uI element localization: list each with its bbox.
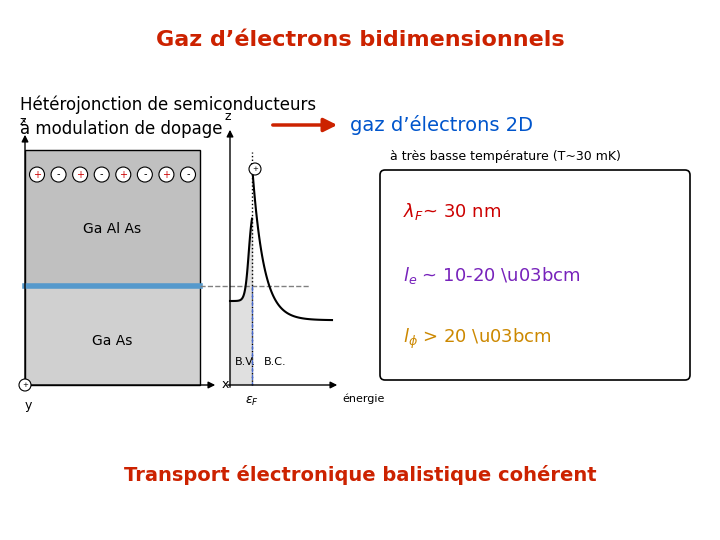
Text: -: - [100,170,104,179]
Circle shape [73,167,88,182]
Text: z: z [225,110,231,123]
Text: -: - [186,170,190,179]
Text: +: + [22,382,28,388]
Text: Gaz d’électrons bidimensionnels: Gaz d’électrons bidimensionnels [156,30,564,50]
Text: +: + [120,170,127,179]
Circle shape [159,167,174,182]
Text: $l_e$ ~ 10-20 \u03bcm: $l_e$ ~ 10-20 \u03bcm [403,265,580,286]
Circle shape [30,167,45,182]
Text: B.C.: B.C. [264,357,287,367]
Circle shape [51,167,66,182]
Text: +: + [252,166,258,172]
Text: Hétérojonction de semiconducteurs
à modulation de dopage: Hétérojonction de semiconducteurs à modu… [20,95,316,138]
Text: B.V.: B.V. [235,357,256,367]
Text: -: - [143,170,147,179]
Text: Ga Al As: Ga Al As [84,222,142,236]
Bar [25,150,200,286]
Circle shape [116,167,131,182]
Text: +: + [76,170,84,179]
Circle shape [249,163,261,175]
Text: Ga As: Ga As [92,334,132,348]
Text: à très basse température (T~30 mK): à très basse température (T~30 mK) [390,150,621,163]
Text: z: z [19,115,26,128]
Text: $l_\phi$ > 20 \u03bcm: $l_\phi$ > 20 \u03bcm [403,327,552,351]
Bar [25,286,200,385]
Text: +: + [33,170,41,179]
Text: énergie: énergie [342,393,384,403]
Circle shape [138,167,153,182]
Text: y: y [24,399,32,412]
Text: $\lambda_F$~ 30 nm: $\lambda_F$~ 30 nm [403,200,501,221]
Text: x: x [222,379,230,392]
Text: Transport électronique balistique cohérent: Transport électronique balistique cohére… [124,465,596,485]
Text: +: + [163,170,171,179]
Text: -: - [57,170,60,179]
Circle shape [181,167,196,182]
Circle shape [19,379,31,391]
Text: gaz d’électrons 2D: gaz d’électrons 2D [350,115,533,135]
FancyBboxPatch shape [380,170,690,380]
Circle shape [94,167,109,182]
Text: $\varepsilon_F$: $\varepsilon_F$ [245,395,259,408]
